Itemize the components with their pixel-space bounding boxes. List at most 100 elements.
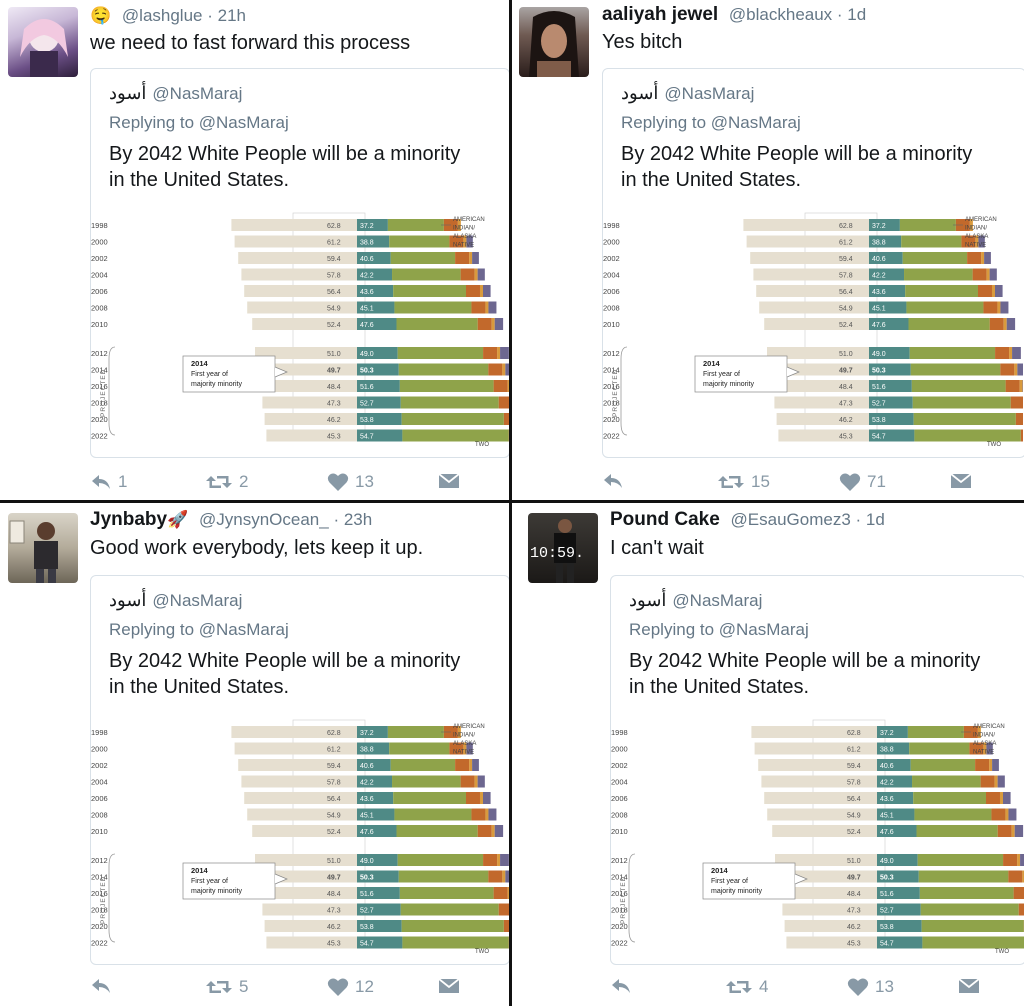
two-or-more-bar <box>1020 854 1024 866</box>
direct-message-button[interactable] <box>438 977 460 995</box>
direct-message-button[interactable] <box>958 977 980 995</box>
quoted-tweet-card[interactable]: أسود @NasMaraj Replying to @NasMaraj By 204… <box>90 68 509 458</box>
replying-to[interactable]: Replying to @NasMaraj <box>621 113 801 132</box>
minority-value-label: 40.6 <box>360 763 374 770</box>
reply-button[interactable] <box>610 977 638 995</box>
timestamp[interactable]: · 23h <box>333 510 373 529</box>
quoted-handle[interactable]: @NasMaraj <box>152 84 243 103</box>
asian-bar <box>961 235 976 248</box>
direct-message-button[interactable] <box>438 472 460 490</box>
white-value-label: 52.4 <box>327 829 341 836</box>
white-bar <box>782 903 877 916</box>
user-handle[interactable]: @lashglue <box>121 6 203 25</box>
race-composition-chart[interactable]: 1998 62.8 37.2 2000 61.2 38.8 2002 59.4 40.6 2004… <box>603 209 1024 449</box>
minority-value-label: 45.1 <box>872 306 886 313</box>
callout-year: 2014 <box>711 866 729 875</box>
quoted-tweet-card[interactable]: أسود @NasMaraj Replying to @NasMaraj By 204… <box>602 68 1024 458</box>
reply-button[interactable]: 1 <box>90 472 127 492</box>
replying-to[interactable]: Replying to @NasMaraj <box>109 113 289 132</box>
two-or-more-bar <box>472 252 479 264</box>
user-handle[interactable]: @blackheaux <box>728 5 833 24</box>
aian-bar <box>1017 854 1021 866</box>
quoted-display-name[interactable]: أسود <box>621 83 659 103</box>
minority-value-label: 53.8 <box>360 417 374 424</box>
like-button[interactable]: 71 <box>839 472 886 492</box>
race-composition-chart[interactable]: 1998 62.8 37.2 2000 61.2 38.8 2002 59.4 40.6 2004… <box>91 209 509 449</box>
race-composition-chart[interactable]: 1998 62.8 37.2 2000 61.2 38.8 2002 59.4 40.6 2004… <box>91 716 509 956</box>
avatar[interactable] <box>8 513 78 583</box>
white-value-label: 51.0 <box>847 858 861 865</box>
avatar[interactable]: 10:59. <box>528 513 598 583</box>
white-value-label: 62.8 <box>327 730 341 737</box>
avatar[interactable] <box>519 7 589 77</box>
year-tick-label: 1998 <box>611 728 628 737</box>
minority-bar <box>357 252 391 264</box>
quoted-handle[interactable]: @NasMaraj <box>152 591 243 610</box>
two-or-more-bar <box>488 301 497 314</box>
year-tick-label: 2012 <box>91 856 108 865</box>
two-or-more-bar <box>466 235 473 248</box>
direct-message-button[interactable] <box>950 472 972 490</box>
display-name[interactable]: aaliyah jewel <box>602 4 719 25</box>
quoted-display-name[interactable]: أسود <box>629 590 667 610</box>
minority-bar <box>357 726 388 738</box>
display-name[interactable]: Jynbaby <box>90 509 168 530</box>
display-name[interactable]: Pound Cake <box>610 509 720 530</box>
retweet-count: 4 <box>759 977 769 996</box>
like-button[interactable]: 13 <box>847 977 894 997</box>
asian-bar <box>449 742 464 755</box>
replying-to[interactable]: Replying to @NasMaraj <box>109 620 289 639</box>
quoted-handle[interactable]: @NasMaraj <box>672 591 763 610</box>
retweet-button[interactable]: 2 <box>205 472 248 492</box>
callout-box <box>182 862 276 900</box>
avatar[interactable] <box>8 7 78 77</box>
hispanic-bar <box>909 347 996 359</box>
year-tick-label: 2002 <box>91 761 108 770</box>
asian-bar <box>477 318 492 330</box>
white-value-label: 48.4 <box>839 384 853 391</box>
timestamp[interactable]: · 1d <box>836 5 867 24</box>
retweet-button[interactable]: 15 <box>717 472 770 492</box>
two-or-more-bar <box>494 825 504 837</box>
like-button[interactable]: 12 <box>327 977 374 997</box>
aian-bar <box>479 285 483 297</box>
year-tick-label: 2002 <box>91 254 108 263</box>
hispanic-bar <box>396 318 478 330</box>
like-button[interactable]: 13 <box>327 472 374 492</box>
retweet-button[interactable]: 4 <box>725 977 768 997</box>
replying-to[interactable]: Replying to @NasMaraj <box>629 620 809 639</box>
asian-bar <box>498 903 509 916</box>
race-composition-chart[interactable]: 1998 62.8 37.2 2000 61.2 38.8 2002 59.4 40.6 2004… <box>611 716 1024 956</box>
aian-bar <box>986 268 990 281</box>
timestamp[interactable]: · 1d <box>855 510 885 529</box>
quoted-tweet-card[interactable]: أسود @NasMaraj Replying to @NasMaraj By 204… <box>90 575 509 965</box>
asian-bar <box>498 396 509 409</box>
retweet-button[interactable]: 5 <box>205 977 248 997</box>
two-or-more-bar <box>500 854 509 866</box>
minority-value-label: 40.6 <box>880 763 894 770</box>
timestamp[interactable]: · 21h <box>207 6 246 25</box>
user-handle[interactable]: @JynsynOcean_ <box>199 510 329 529</box>
quoted-display-name[interactable]: أسود <box>109 590 147 610</box>
white-bar <box>750 252 869 264</box>
quoted-handle[interactable]: @NasMaraj <box>664 84 755 103</box>
hispanic-bar <box>394 808 472 821</box>
minority-bar <box>877 775 913 788</box>
minority-bar <box>869 429 915 442</box>
reply-button[interactable] <box>602 472 630 490</box>
white-bar <box>754 742 877 755</box>
quoted-tweet-card[interactable]: أسود @NasMaraj Replying to @NasMaraj By 204… <box>610 575 1024 965</box>
quoted-display-name[interactable]: أسود <box>109 83 147 103</box>
user-handle[interactable]: @EsauGomez3 <box>730 510 851 529</box>
minority-bar <box>357 920 402 932</box>
two-or-more-bar <box>482 792 491 804</box>
reply-button[interactable] <box>90 977 118 995</box>
aian-bar <box>463 235 467 248</box>
white-value-label: 46.2 <box>327 417 341 424</box>
aian-bar <box>474 775 478 788</box>
aian-bar <box>469 759 473 771</box>
tweet-text: Yes bitch <box>602 31 683 53</box>
white-bar <box>751 726 877 738</box>
heart-icon <box>327 977 349 997</box>
minority-bar <box>869 285 906 297</box>
